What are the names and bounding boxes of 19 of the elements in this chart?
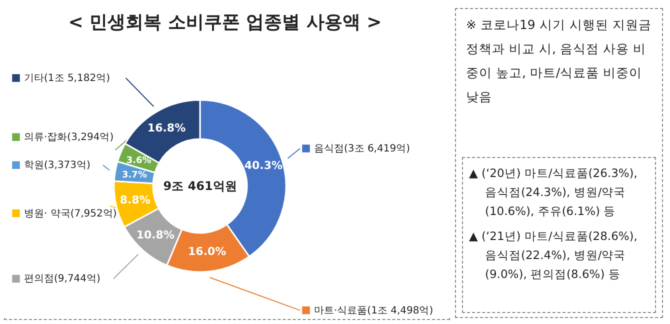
legend-label: 병원· 약국(7,952억) xyxy=(24,208,117,220)
chart-title: < 민생회복 소비쿠폰 업종별 사용액 > xyxy=(68,12,382,33)
legend-label: 기타(1조 5,182억) xyxy=(24,73,110,84)
data-label: 40.3% xyxy=(244,159,283,172)
data-label: 3.7% xyxy=(122,170,147,181)
data-label: 16.0% xyxy=(188,245,226,258)
text: ▲ (‘20년) 마트/식료품(26.3%), 음식점(24.3%), 병원/약국(10.6%), 주유(6.1%) 등 xyxy=(469,165,638,220)
text: ▲ (‘21년) 마트/식료품(28.6%), 음식점(22.4%), 병원/약국(9.0%), 편의점(8.6%) 등 xyxy=(469,228,638,283)
data-label: 10.8% xyxy=(136,228,174,242)
text: ※ 코로나19 시기 시행된 지원금 정책과 비교 시, 음식점 사용 비중이 높고, 마트/식료품 비중이 낮음 xyxy=(465,16,652,106)
data-label: 3.6% xyxy=(126,156,152,166)
legend-label: 편의점(9,744억) xyxy=(24,274,101,285)
legend-label: 의류·잡화(3,294억) xyxy=(24,132,114,144)
text: 9조 461억원 xyxy=(163,179,237,193)
legend-label: 음식점(3조 6,419억) xyxy=(314,143,410,154)
legend-label: 학원(3,373억) xyxy=(24,160,91,172)
legend-label: 마트·식료품(1조 4,498억) xyxy=(314,305,434,316)
data-label: 8.8% xyxy=(120,194,150,207)
data-label: 16.8% xyxy=(147,122,186,135)
